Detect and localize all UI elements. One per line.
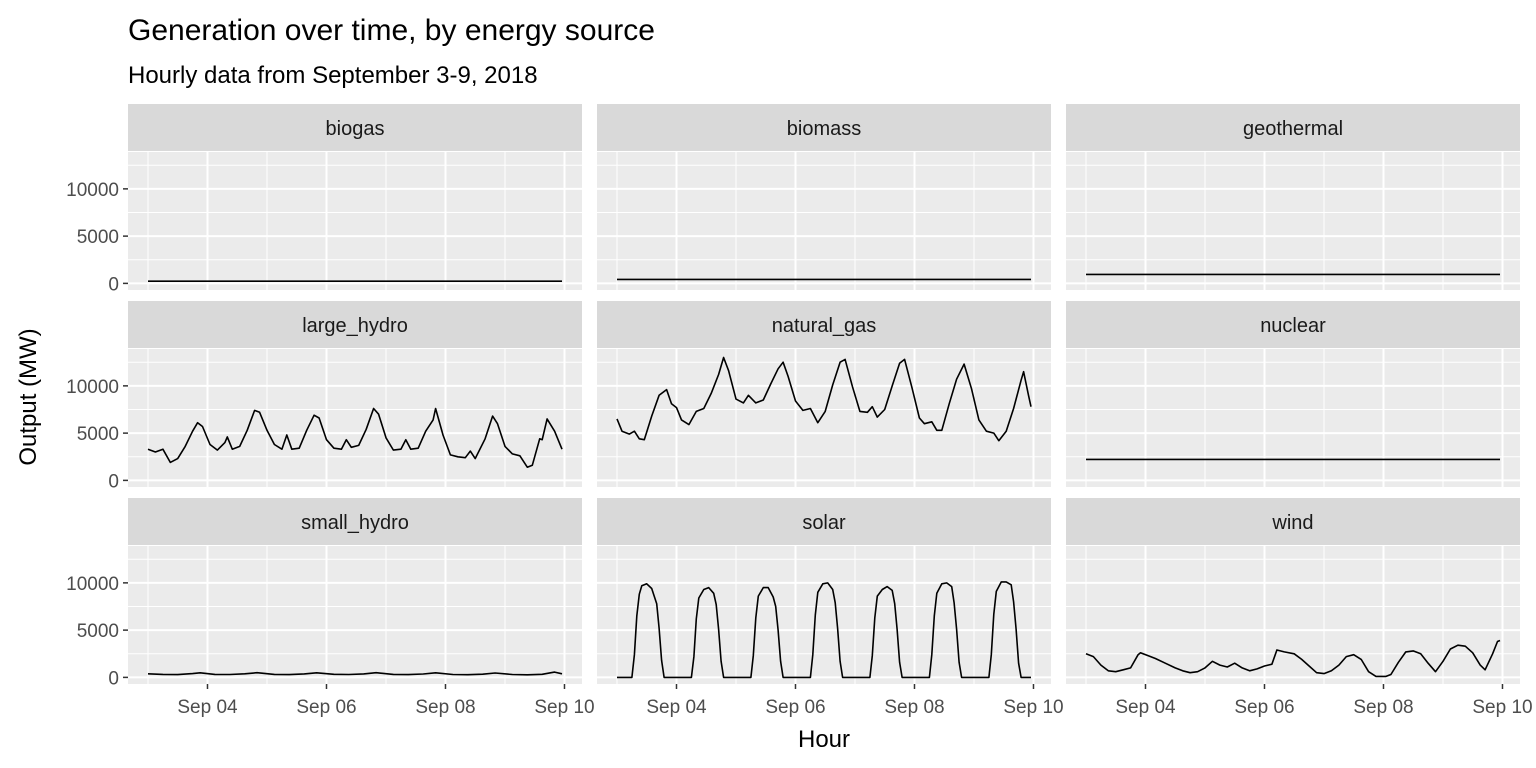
plot-background <box>1066 152 1520 290</box>
y-tick-label: 5000 <box>77 227 119 248</box>
facet-panels: biogas 0 5000 10000 biomass geothermal large_h… <box>66 104 1533 718</box>
chart-title: Generation over time, by energy source <box>128 14 655 47</box>
series-line-solar <box>617 581 1031 679</box>
y-tick-label: 0 <box>108 668 119 689</box>
series-line-wind <box>1085 639 1501 678</box>
series-line-small_hydro <box>147 671 563 676</box>
facet-panel-large_hydro: large_hydro 0 5000 10000 <box>66 301 582 492</box>
facet-strip <box>128 301 582 348</box>
x-tick-label: Sep 06 <box>296 697 356 718</box>
plot-background <box>128 152 582 290</box>
series-line-large_hydro <box>147 407 563 468</box>
plot-background <box>597 152 1051 290</box>
facet-strip <box>597 498 1051 545</box>
plot-background <box>128 349 582 487</box>
facet-panel-small_hydro: small_hydro 0 5000 10000 Sep 04 Sep 06 Sep 08 S… <box>66 498 595 718</box>
facet-panel-biomass: biomass <box>597 104 1051 290</box>
facet-label: natural_gas <box>772 315 877 337</box>
facet-label: geothermal <box>1243 118 1343 140</box>
x-tick-label: Sep 06 <box>1234 697 1294 718</box>
facet-label: large_hydro <box>302 315 408 337</box>
plot-background <box>128 546 582 684</box>
x-tick-label: Sep 08 <box>884 697 944 718</box>
y-tick-label: 5000 <box>77 621 119 642</box>
plot-background <box>597 349 1051 487</box>
y-tick-label: 0 <box>108 274 119 295</box>
y-axis-title: Output (MW) <box>15 328 42 465</box>
facet-strip <box>128 104 582 151</box>
facet-label: small_hydro <box>301 512 409 534</box>
facet-strip <box>1066 498 1520 545</box>
facet-label: biomass <box>787 118 861 140</box>
facet-panel-biogas: biogas 0 5000 10000 <box>66 104 582 295</box>
y-tick-label: 5000 <box>77 424 119 445</box>
facet-strip <box>597 104 1051 151</box>
y-tick-label: 10000 <box>66 574 119 595</box>
facet-strip <box>128 498 582 545</box>
x-tick-label: Sep 10 <box>534 697 594 718</box>
x-tick-label: Sep 10 <box>1472 697 1532 718</box>
x-axis-title: Hour <box>798 726 850 753</box>
facet-panel-natural_gas: natural_gas <box>597 301 1051 487</box>
x-tick-label: Sep 06 <box>765 697 825 718</box>
facet-label: biogas <box>326 118 385 140</box>
facet-panel-wind: wind Sep 04 Sep 06 Sep 08 Sep 10 <box>1066 498 1533 718</box>
facet-panel-nuclear: nuclear <box>1066 301 1520 487</box>
y-tick-label: 10000 <box>66 377 119 398</box>
facet-panel-geothermal: geothermal <box>1066 104 1520 290</box>
x-tick-label: Sep 04 <box>177 697 238 718</box>
chart-subtitle: Hourly data from September 3-9, 2018 <box>128 62 538 89</box>
y-tick-label: 10000 <box>66 180 119 201</box>
facet-label: nuclear <box>1260 315 1326 337</box>
series-line-natural_gas <box>616 356 1032 442</box>
x-tick-label: Sep 04 <box>646 697 707 718</box>
facet-strip <box>1066 104 1520 151</box>
x-tick-label: Sep 08 <box>1353 697 1413 718</box>
facet-strip <box>597 301 1051 348</box>
plot-background <box>1066 349 1520 487</box>
y-tick-label: 0 <box>108 471 119 492</box>
x-tick-label: Sep 08 <box>415 697 475 718</box>
facet-label: wind <box>1271 512 1313 534</box>
plot-background <box>1066 546 1520 684</box>
x-tick-label: Sep 04 <box>1115 697 1176 718</box>
facet-label: solar <box>802 512 846 534</box>
facet-panel-solar: solar Sep 04 Sep 06 Sep 08 Sep 10 <box>597 498 1064 718</box>
plot-background <box>597 546 1051 684</box>
facet-strip <box>1066 301 1520 348</box>
x-tick-label: Sep 10 <box>1003 697 1063 718</box>
